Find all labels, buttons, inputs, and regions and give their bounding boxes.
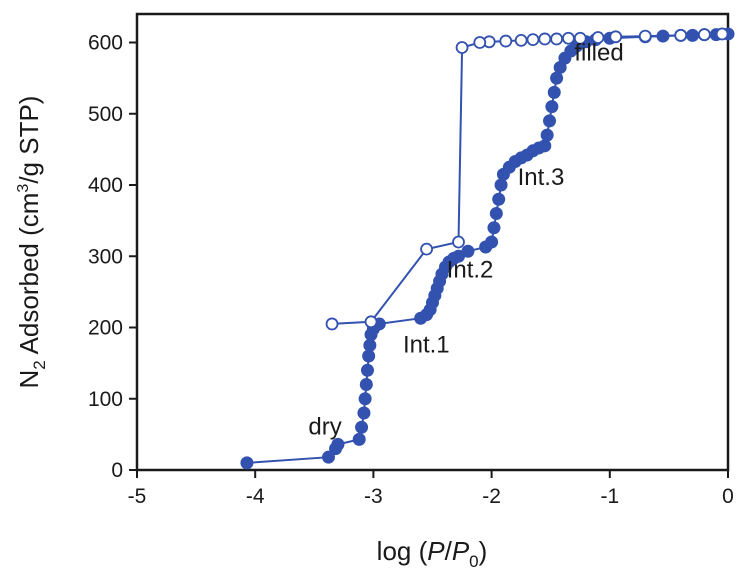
annotation-label: Int.3 (518, 164, 565, 191)
desorption-point (562, 31, 575, 45)
desorption-point (526, 33, 540, 47)
adsorption-point (485, 235, 499, 249)
desorption-point (499, 34, 513, 48)
annotation-label: Int.1 (403, 331, 450, 358)
y-tick-label: 400 (88, 174, 123, 197)
adsorption-point (540, 128, 554, 142)
desorption-point (514, 33, 528, 47)
adsorption-point (358, 392, 372, 406)
x-axis-ticks: -5 -4 -3 -2 -1 0 (128, 470, 734, 508)
adsorption-point (489, 207, 503, 220)
adsorption-point (547, 85, 561, 99)
x-axis-title: log (P/P0) (377, 536, 488, 571)
desorption-point (638, 29, 652, 43)
desorption-point (452, 235, 465, 249)
x-tick-label: -3 (364, 485, 383, 508)
desorption-point (364, 315, 378, 329)
desorption-point (674, 28, 688, 42)
y-tick-label: 600 (88, 32, 123, 55)
adsorption-point (656, 29, 670, 43)
desorption-point (455, 41, 469, 54)
plot-area-border (135, 12, 730, 472)
adsorption-point (355, 420, 369, 434)
y-tick-label: 200 (88, 317, 123, 340)
desorption-point (325, 317, 339, 331)
adsorption-point (492, 192, 506, 206)
x-tick-label: -4 (246, 485, 265, 508)
adsorption-point (321, 450, 335, 464)
annotations: dry Int.1 Int.2 Int.3 filled (308, 39, 623, 440)
adsorption-point (538, 139, 552, 153)
adsorption-point (686, 28, 700, 42)
y-axis-ticks: 0 100 200 300 400 500 600 (88, 32, 137, 482)
annotation-label: Int.2 (447, 257, 494, 284)
series-layer (240, 27, 735, 470)
annotation-label: filled (574, 39, 623, 66)
desorption-point (538, 32, 552, 46)
y-tick-label: 500 (88, 103, 123, 126)
adsorption-point (240, 456, 254, 470)
adsorption-point (543, 114, 557, 128)
y-tick-label: 0 (111, 459, 123, 482)
desorption-point (420, 242, 433, 256)
adsorption-point (494, 178, 508, 192)
x-tick-label: 0 (722, 485, 734, 508)
adsorption-point (545, 100, 559, 114)
x-tick-label: -2 (482, 485, 501, 508)
desorption-point (473, 36, 487, 49)
desorption-point (591, 31, 605, 44)
y-axis-title: N2 Adsorbed (cm3/g STP) (14, 96, 49, 389)
y-tick-label: 300 (88, 245, 123, 268)
adsorption-point (357, 406, 371, 420)
adsorption-point (550, 71, 564, 85)
y-tick-label: 100 (88, 388, 123, 411)
adsorption-point (487, 221, 501, 235)
adsorption-point (359, 378, 373, 391)
adsorption-point (352, 432, 366, 446)
desorption-point (715, 27, 729, 41)
annotation-label: dry (308, 413, 341, 440)
desorption-point (697, 28, 711, 42)
adsorption-point (461, 244, 475, 258)
x-tick-label: -1 (600, 485, 619, 508)
desorption-point (550, 32, 564, 46)
adsorption-point (360, 363, 374, 377)
x-tick-label: -5 (128, 485, 147, 508)
desorption-point (609, 30, 623, 44)
plot-frame (135, 12, 730, 472)
adsorption-point (363, 338, 377, 352)
adsorption-point (362, 349, 376, 363)
adsorption-point (331, 437, 345, 451)
